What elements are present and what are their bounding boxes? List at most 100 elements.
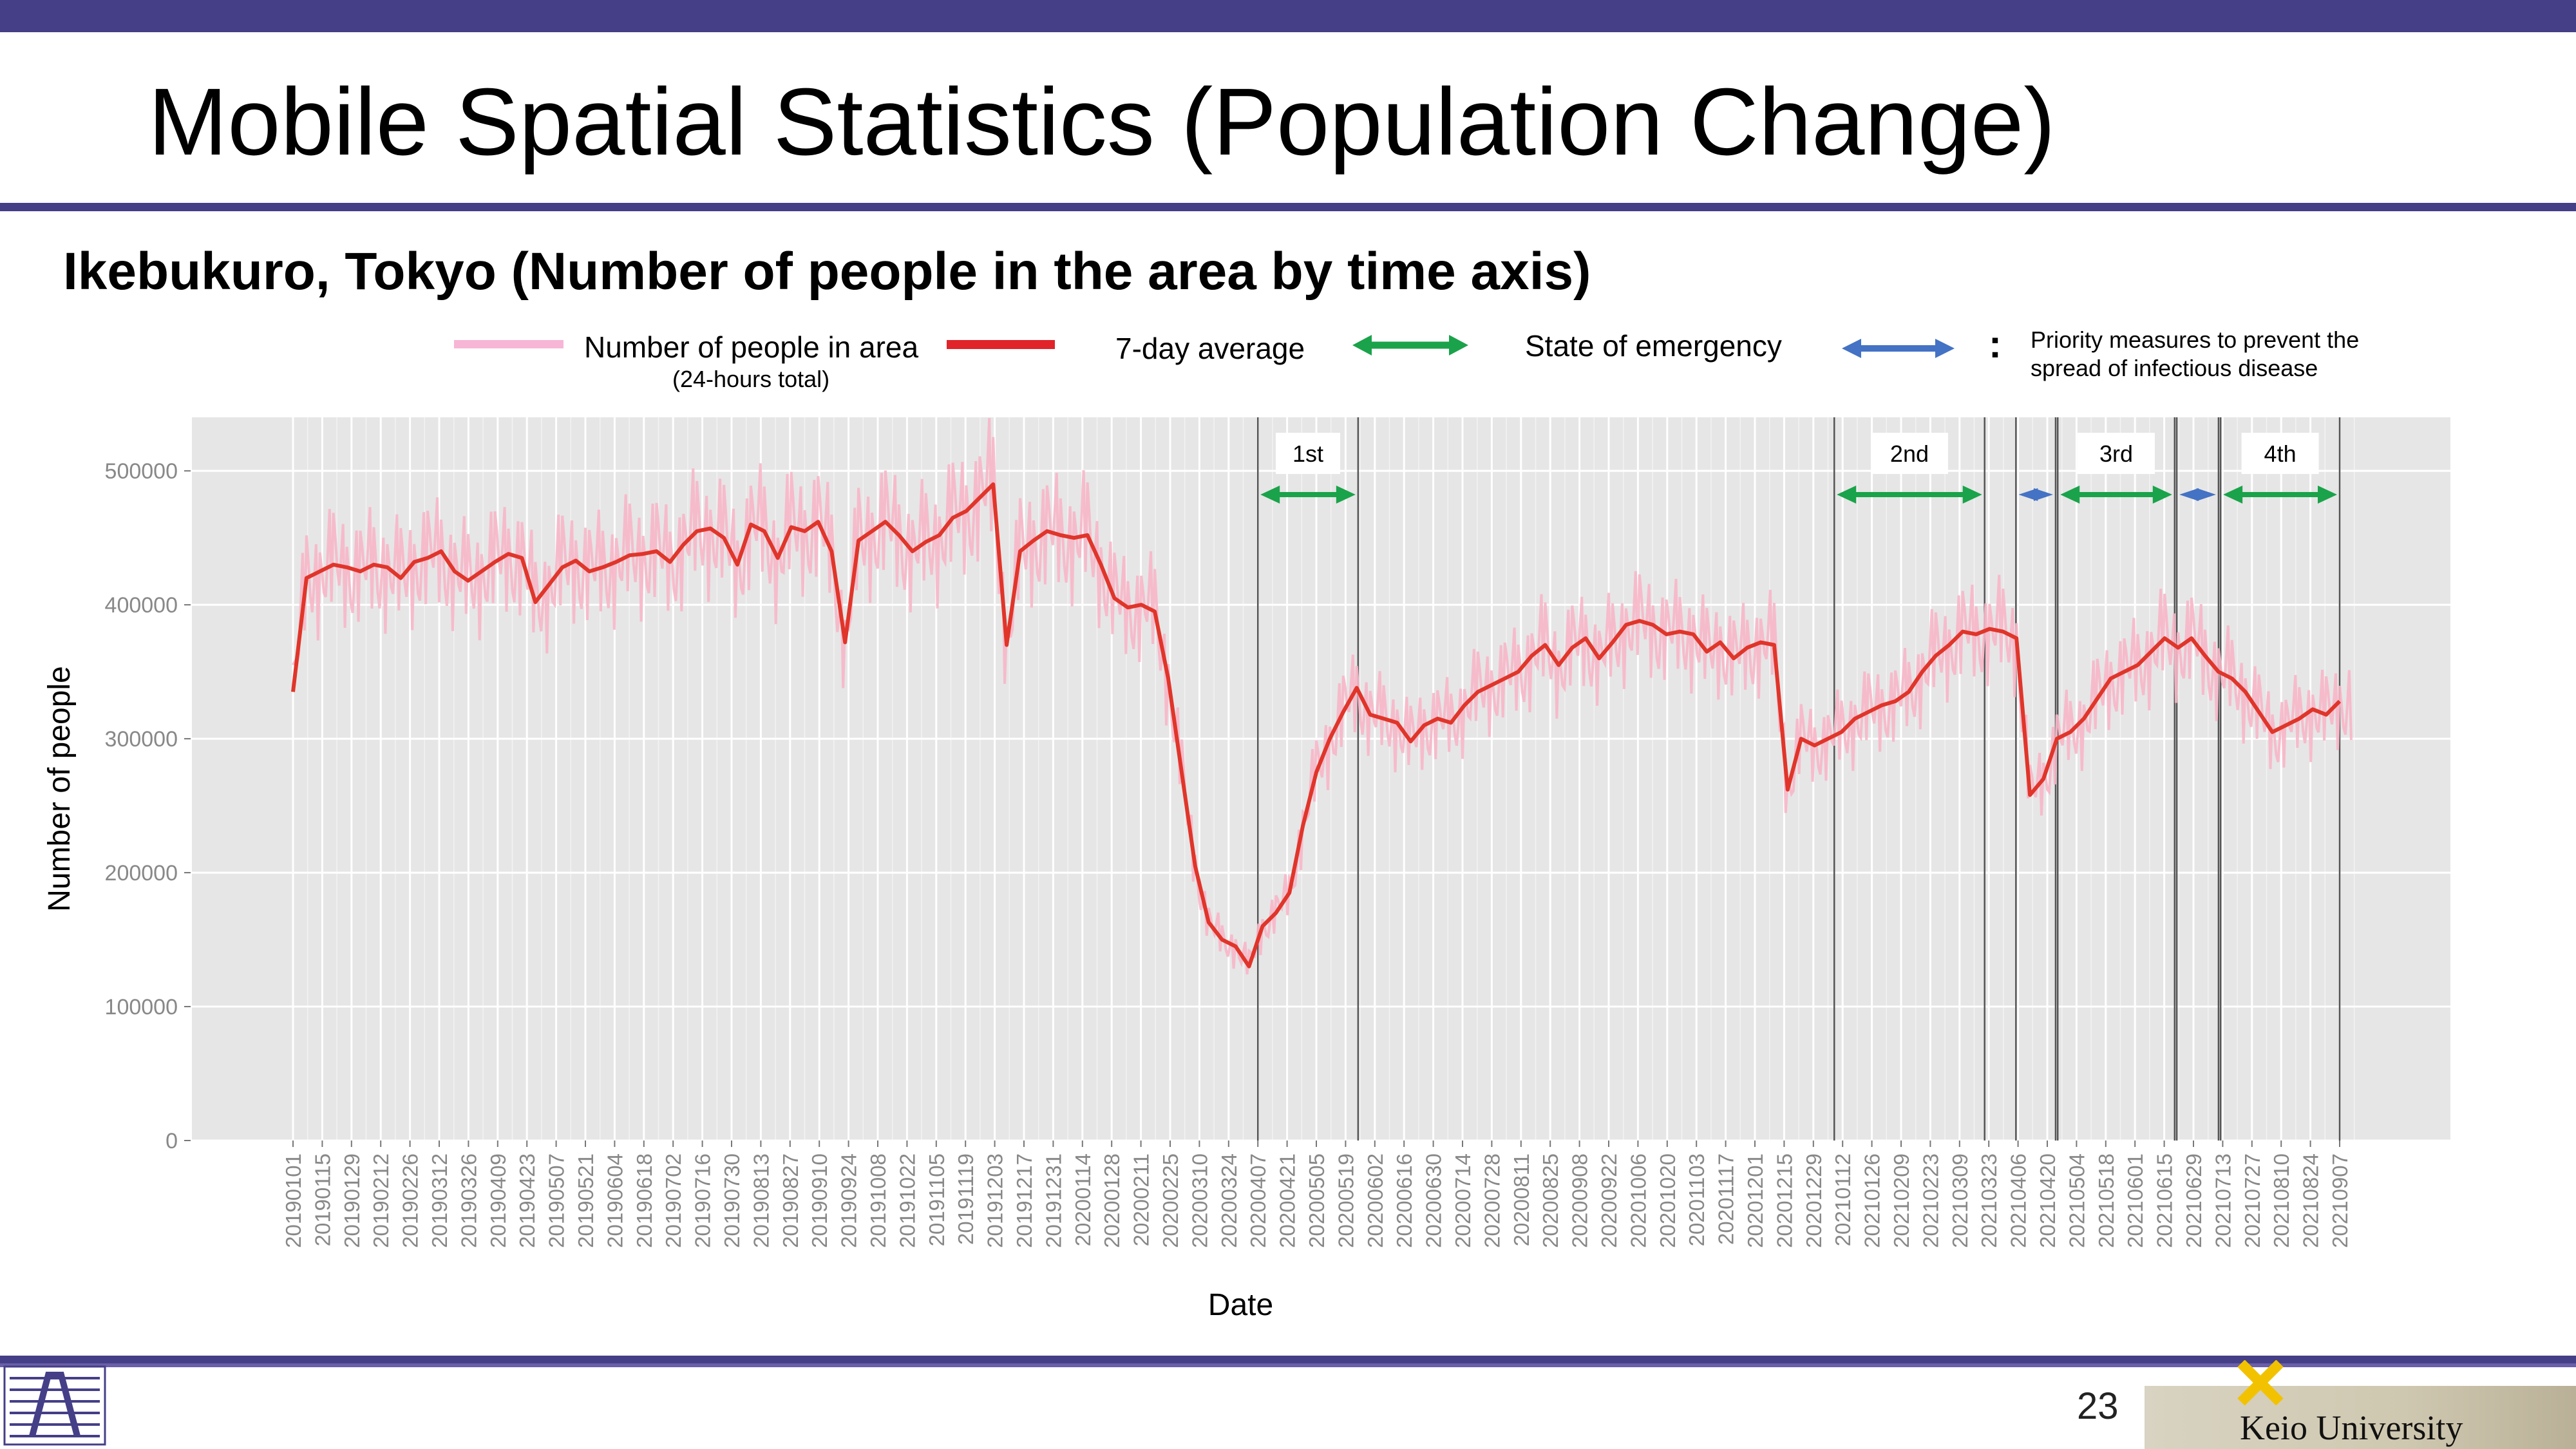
population-chart: 0 100000 200000 300000 400000 500000 1st 2nd 3rd… bbox=[43, 417, 2450, 1322]
x-tick-label: 20200324 bbox=[1217, 1153, 1241, 1248]
arrow-head-right bbox=[2318, 486, 2337, 504]
x-tick-label: 20190827 bbox=[779, 1153, 802, 1248]
emergency-period-arrow bbox=[1837, 486, 1982, 504]
legend-raw-label: Number of people in area bbox=[584, 330, 919, 364]
legend-priority-arrow-icon bbox=[1842, 339, 1955, 358]
x-tick-label: 20190604 bbox=[603, 1153, 627, 1248]
x-tick-label: 20200616 bbox=[1392, 1153, 1416, 1248]
x-tick-label: 20210309 bbox=[1948, 1153, 1972, 1248]
y-tick-label: 100000 bbox=[105, 995, 178, 1019]
slide-subtitle: Ikebukuro, Tokyo (Number of people in th… bbox=[63, 242, 1591, 301]
x-tick-label: 20201201 bbox=[1743, 1153, 1767, 1248]
x-tick-label: 20210406 bbox=[2007, 1153, 2031, 1248]
x-tick-label: 20210420 bbox=[2036, 1153, 2060, 1248]
x-tick-label: 20190312 bbox=[428, 1153, 451, 1248]
emergency-period-arrow bbox=[1260, 486, 1356, 504]
x-tick-label: 20190409 bbox=[486, 1153, 510, 1248]
legend-raw-sublabel: (24-hours total) bbox=[672, 366, 830, 392]
x-tick-label: 20190521 bbox=[574, 1153, 598, 1248]
y-tick-label: 200000 bbox=[105, 861, 178, 886]
x-tick-label: 20200211 bbox=[1130, 1153, 1153, 1246]
page-number: 23 bbox=[2077, 1385, 2119, 1427]
legend-emergency-label: State of emergency bbox=[1525, 329, 1782, 363]
x-tick-label: 20190129 bbox=[340, 1153, 364, 1248]
x-tick-label: 20190910 bbox=[808, 1153, 831, 1248]
arrow-head-left bbox=[2060, 486, 2080, 504]
x-tick-label: 20201229 bbox=[1802, 1153, 1826, 1248]
plot-area bbox=[192, 417, 2450, 1141]
x-tick-label: 20210518 bbox=[2094, 1153, 2118, 1248]
title-rule bbox=[0, 203, 2576, 211]
arrow-head-right bbox=[1962, 486, 1982, 504]
period-label-box bbox=[1276, 433, 1341, 474]
x-tick-label: 20190924 bbox=[837, 1153, 861, 1248]
x-tick-label: 20210810 bbox=[2269, 1153, 2293, 1248]
emergency-period-arrow bbox=[2060, 486, 2172, 504]
period-label: 3rd bbox=[2099, 440, 2133, 467]
arrow-head-left bbox=[2018, 488, 2038, 501]
x-tick-label: 20190101 bbox=[281, 1153, 305, 1248]
series-average-line bbox=[291, 482, 2342, 969]
y-axis-title: Number of people bbox=[43, 666, 77, 912]
y-tick-label: 0 bbox=[166, 1129, 178, 1153]
arrow-head-left bbox=[1260, 486, 1280, 504]
arrow-head-left bbox=[1837, 486, 1857, 504]
legend-avg-swatch bbox=[947, 340, 1055, 349]
legend-priority-colon: : bbox=[1989, 323, 2002, 366]
slide-title: Mobile Spatial Statistics (Population Ch… bbox=[148, 69, 2056, 175]
y-tick-label: 300000 bbox=[105, 727, 178, 752]
footer-rule-accent bbox=[0, 1363, 2576, 1367]
x-tick-label: 20210629 bbox=[2182, 1153, 2206, 1248]
x-tick-label: 20190423 bbox=[515, 1153, 539, 1248]
x-tick-label: 20200505 bbox=[1305, 1153, 1329, 1248]
series-daily-line bbox=[292, 418, 2353, 975]
x-tick-label: 20190716 bbox=[691, 1153, 715, 1248]
x-tick-label: 20210824 bbox=[2299, 1153, 2323, 1248]
period-label: 4th bbox=[2264, 440, 2297, 467]
x-tick-label: 20200602 bbox=[1363, 1153, 1387, 1248]
x-tick-label: 20210727 bbox=[2240, 1153, 2264, 1248]
x-tick-label: 20200728 bbox=[1480, 1153, 1504, 1248]
x-tick-label: 20200908 bbox=[1568, 1153, 1592, 1248]
arrow-head-right bbox=[2152, 486, 2172, 504]
y-tick-label: 500000 bbox=[105, 459, 178, 484]
x-tick-label: 20190730 bbox=[720, 1153, 744, 1248]
x-tick-label: 20201215 bbox=[1772, 1153, 1796, 1248]
x-tick-label: 20210209 bbox=[1889, 1153, 1913, 1248]
arrow-head-left bbox=[2179, 488, 2199, 501]
period-label-box bbox=[1870, 433, 1948, 474]
university-name: Keio University bbox=[2240, 1408, 2463, 1447]
x-tick-label: 20200310 bbox=[1188, 1153, 1211, 1248]
legend-raw-swatch bbox=[454, 340, 564, 348]
x-tick-label: 20200811 bbox=[1510, 1153, 1533, 1246]
x-tick-label: 20191119 bbox=[954, 1153, 978, 1245]
x-tick-label: 20190618 bbox=[632, 1153, 656, 1248]
x-tick-label: 20200630 bbox=[1422, 1153, 1446, 1248]
arrow-head-right bbox=[2033, 488, 2053, 501]
x-tick-label: 20210504 bbox=[2065, 1153, 2088, 1248]
x-tick-label: 20191105 bbox=[925, 1153, 949, 1246]
emergency-period-arrow bbox=[2223, 486, 2337, 504]
legend-avg-label: 7-day average bbox=[1115, 332, 1305, 365]
arrow-head-left bbox=[2223, 486, 2243, 504]
x-tick-label: 20200714 bbox=[1451, 1153, 1475, 1248]
x-tick-label: 20190226 bbox=[399, 1153, 422, 1248]
priority-period-arrow bbox=[2018, 488, 2053, 501]
top-bar bbox=[0, 0, 2576, 32]
x-tick-label: 20191231 bbox=[1041, 1153, 1065, 1248]
footer-rule bbox=[0, 1356, 2576, 1363]
legend-priority-label: Priority measures to prevent the spread … bbox=[2031, 327, 2360, 381]
x-tick-label: 20190507 bbox=[545, 1153, 569, 1248]
x-tick-label: 20201020 bbox=[1656, 1153, 1680, 1248]
x-tick-label: 20200825 bbox=[1539, 1153, 1562, 1248]
x-tick-label: 20200114 bbox=[1071, 1153, 1095, 1246]
priority-period-arrow bbox=[2179, 488, 2216, 501]
x-tick-label: 20200421 bbox=[1276, 1153, 1300, 1248]
x-axis-title: Date bbox=[1208, 1288, 1273, 1322]
keio-pen-logo-icon bbox=[2237, 1360, 2284, 1405]
x-tick-label: 20190115 bbox=[310, 1153, 334, 1246]
x-tick-label: 20210907 bbox=[2328, 1153, 2352, 1248]
x-tick-label: 20200922 bbox=[1597, 1153, 1621, 1248]
x-tick-label: 20210223 bbox=[1918, 1153, 1942, 1248]
arrow-head-right bbox=[1336, 486, 1356, 504]
